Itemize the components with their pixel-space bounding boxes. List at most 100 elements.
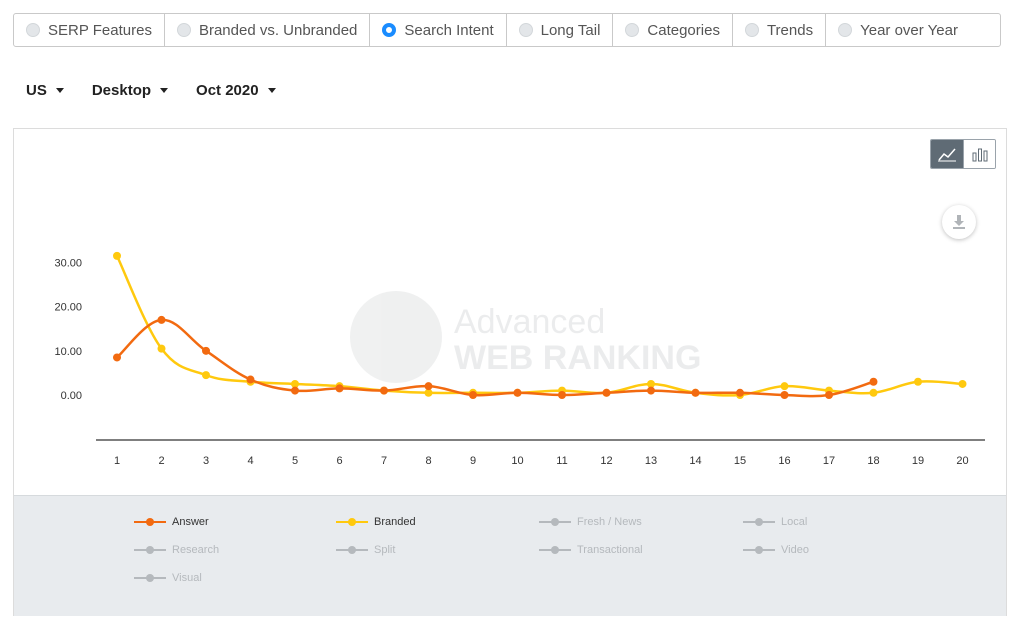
tab-search-intent[interactable]: Search Intent xyxy=(370,14,507,46)
device-dropdown[interactable]: Desktop xyxy=(91,82,169,99)
data-point-answer[interactable] xyxy=(691,388,700,397)
country-dropdown[interactable]: US xyxy=(26,82,64,99)
data-point-answer[interactable] xyxy=(513,388,522,397)
legend-item-transactional[interactable]: Transactional xyxy=(539,544,643,556)
data-point-answer[interactable] xyxy=(291,386,299,395)
x-tick-label: 16 xyxy=(778,455,790,467)
caret-down-icon xyxy=(267,88,276,93)
x-tick-label: 5 xyxy=(292,455,298,467)
tab-year-over-year[interactable]: Year over Year xyxy=(826,14,970,46)
y-tick-label: 0.00 xyxy=(61,390,82,402)
tab-long-tail[interactable]: Long Tail xyxy=(507,14,614,46)
data-point-branded[interactable] xyxy=(291,379,299,388)
data-point-branded[interactable] xyxy=(202,371,210,380)
x-tick-label: 1 xyxy=(114,455,120,467)
legend-item-fresh-news[interactable]: Fresh / News xyxy=(539,516,642,528)
tab-label: Search Intent xyxy=(404,21,494,39)
tab-label: Categories xyxy=(647,21,720,39)
legend-item-research[interactable]: Research xyxy=(134,544,219,556)
caret-down-icon xyxy=(55,88,64,93)
chart-legend: Answer Branded Fresh / News Local Research Sp… xyxy=(14,495,1006,616)
tab-categories[interactable]: Categories xyxy=(613,14,733,46)
x-tick-label: 2 xyxy=(158,455,164,467)
legend-item-branded[interactable]: Branded xyxy=(336,516,416,528)
tab-label: Long Tail xyxy=(540,21,601,39)
data-point-branded[interactable] xyxy=(780,382,789,391)
legend-item-split[interactable]: Split xyxy=(336,544,395,556)
x-tick-label: 9 xyxy=(470,455,476,467)
data-point-branded[interactable] xyxy=(647,379,655,388)
data-point-branded[interactable] xyxy=(424,388,433,397)
x-tick-label: 10 xyxy=(511,455,523,467)
y-axis-ticks: 30.00 20.00 10.00 0.00 xyxy=(54,258,82,403)
data-point-answer[interactable] xyxy=(246,375,255,384)
x-tick-label: 14 xyxy=(689,455,701,467)
line-view-button[interactable] xyxy=(931,140,963,168)
data-point-answer[interactable] xyxy=(202,346,210,355)
data-point-answer[interactable] xyxy=(869,377,878,386)
data-point-answer[interactable] xyxy=(647,386,655,395)
date-dropdown[interactable]: Oct 2020 xyxy=(196,82,276,99)
tab-label: Branded vs. Unbranded xyxy=(198,21,358,39)
data-point-answer[interactable] xyxy=(602,388,611,397)
watermark-line1: Advanced xyxy=(454,303,605,341)
data-point-answer[interactable] xyxy=(825,391,833,399)
x-tick-label: 11 xyxy=(556,455,567,467)
data-point-answer[interactable] xyxy=(558,391,566,399)
chart-view-toggle xyxy=(930,139,996,169)
legend-label: Research xyxy=(172,544,220,556)
legend-swatch-icon xyxy=(539,517,571,527)
radio-icon[interactable] xyxy=(26,23,40,37)
radio-icon[interactable] xyxy=(744,23,759,37)
x-tick-label: 15 xyxy=(734,455,746,467)
radio-icon[interactable] xyxy=(176,23,191,37)
x-tick-label: 18 xyxy=(867,455,879,467)
legend-item-visual[interactable]: Visual xyxy=(134,572,202,584)
data-point-branded[interactable] xyxy=(958,379,967,388)
data-point-answer[interactable] xyxy=(736,388,744,397)
data-point-answer[interactable] xyxy=(335,384,344,393)
radio-icon[interactable] xyxy=(518,23,533,37)
data-point-branded[interactable] xyxy=(869,388,878,397)
download-icon xyxy=(953,215,965,229)
y-tick-label: 10.00 xyxy=(54,346,82,358)
legend-item-answer[interactable]: Answer xyxy=(134,516,209,528)
data-point-answer[interactable] xyxy=(780,391,789,399)
legend-label: Visual xyxy=(172,572,202,584)
radio-icon[interactable] xyxy=(625,23,640,37)
data-point-answer[interactable] xyxy=(113,353,121,362)
radio-icon[interactable] xyxy=(838,23,853,37)
x-tick-label: 4 xyxy=(247,455,253,467)
legend-label: Transactional xyxy=(577,544,643,556)
data-point-answer[interactable] xyxy=(469,391,477,399)
x-tick-label: 20 xyxy=(956,455,968,467)
legend-item-video[interactable]: Video xyxy=(743,544,809,556)
line-chart: Advanced WEB RANKING 30.00 20.00 10.00 0.00… xyxy=(54,251,985,467)
data-point-branded[interactable] xyxy=(914,377,922,386)
legend-label: Answer xyxy=(172,516,209,528)
device-value: Desktop xyxy=(91,82,152,99)
data-point-answer[interactable] xyxy=(424,382,433,391)
chart-panel: Advanced WEB RANKING 30.00 20.00 10.00 0.00… xyxy=(13,128,1007,616)
data-point-answer[interactable] xyxy=(157,315,166,324)
legend-item-local[interactable]: Local xyxy=(743,516,807,528)
legend-label: Split xyxy=(374,544,396,556)
watermark-line2: WEB RANKING xyxy=(454,339,701,377)
x-tick-label: 8 xyxy=(425,455,431,467)
tab-trends[interactable]: Trends xyxy=(733,14,827,46)
y-tick-label: 30.00 xyxy=(54,258,82,270)
legend-label: Video xyxy=(781,544,809,556)
tab-serp-features[interactable]: SERP Features xyxy=(14,14,165,46)
data-point-branded[interactable] xyxy=(113,251,121,260)
bar-view-button[interactable] xyxy=(963,140,995,168)
data-point-answer[interactable] xyxy=(380,386,388,395)
y-tick-label: 20.00 xyxy=(54,302,82,314)
download-button[interactable] xyxy=(942,205,976,239)
legend-swatch-icon xyxy=(336,545,368,555)
x-tick-label: 17 xyxy=(823,455,835,467)
radio-selected-icon[interactable] xyxy=(382,23,397,37)
data-point-branded[interactable] xyxy=(157,344,166,353)
tab-branded-vs-unbranded[interactable]: Branded vs. Unbranded xyxy=(165,14,371,46)
x-axis-ticks: 1 2 3 4 5 6 7 8 9 10 11 12 13 14 15 16 17 18 19 20 xyxy=(114,455,969,467)
tab-label: SERP Features xyxy=(48,21,152,39)
